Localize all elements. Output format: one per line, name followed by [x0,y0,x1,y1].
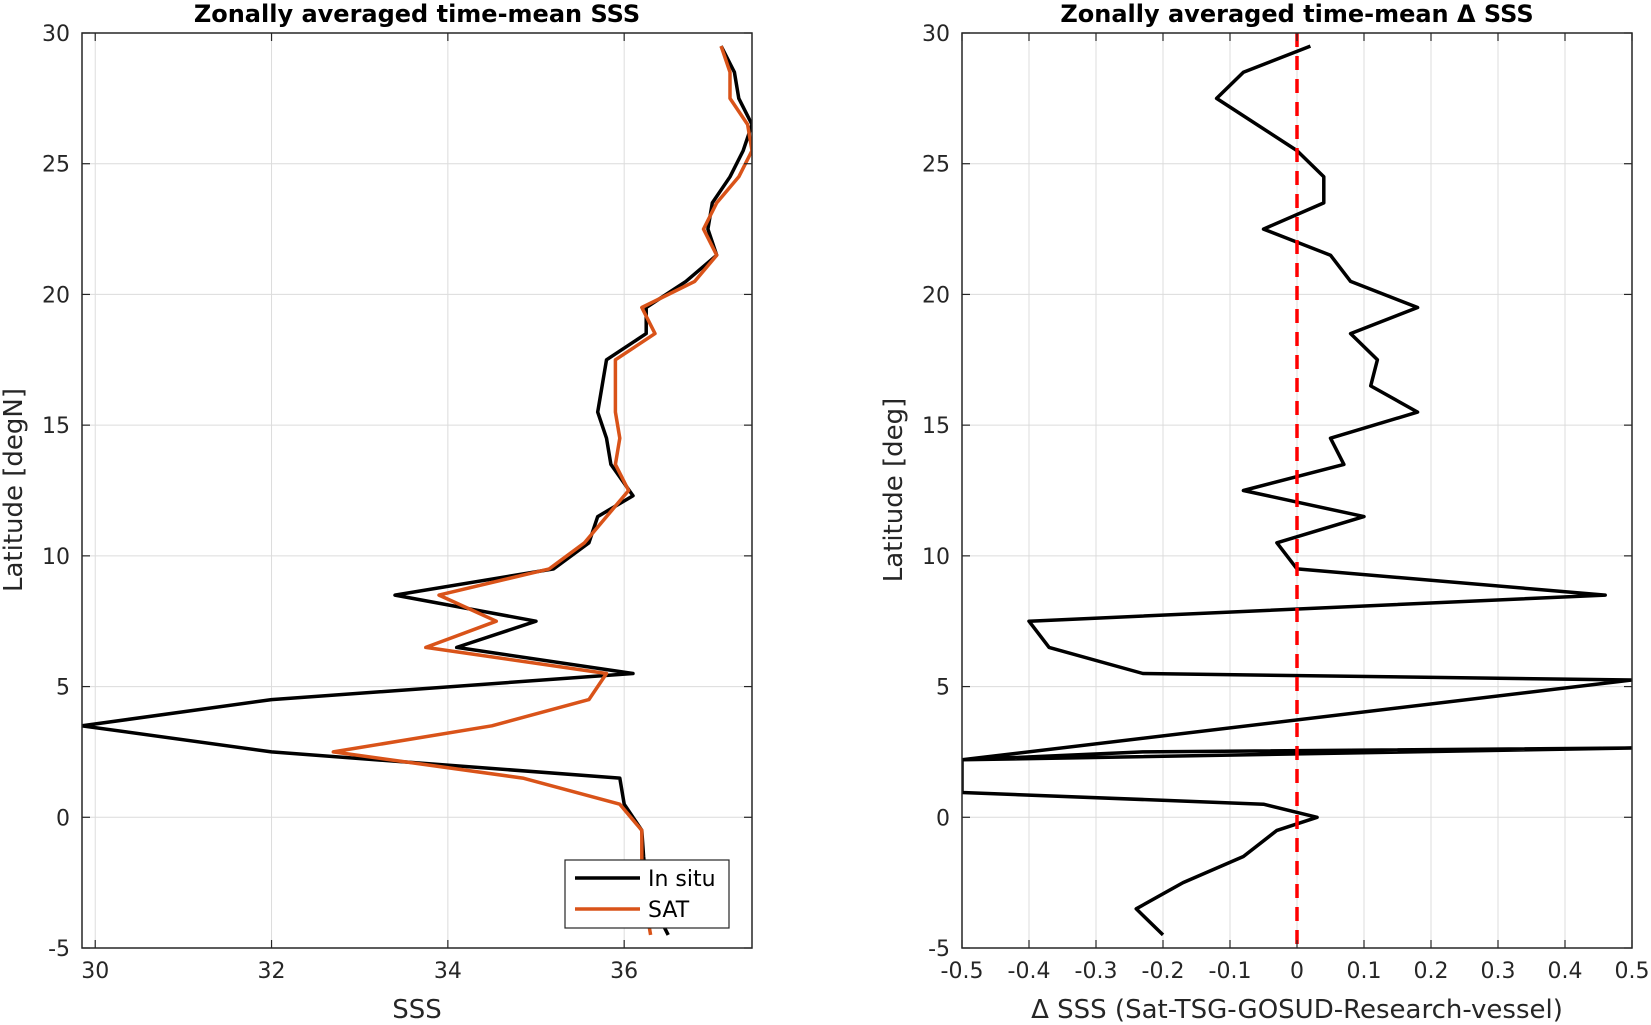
right-xtick-label: -0.4 [1008,959,1051,984]
right-ytick-label: -5 [928,937,950,962]
left-ytick-label: 5 [56,676,70,701]
panel-left: 30 32 34 36 -5 0 5 10 15 20 25 30 Zonally averaged … [0,0,753,1025]
right-ytick-label: 30 [922,22,950,47]
legend: In situ SAT [564,859,730,929]
right-xtick-label: -0.2 [1142,959,1185,984]
left-ytick-label: 20 [42,283,70,308]
left-ytick-label: 30 [42,22,70,47]
right-ytick-label: 5 [936,676,950,701]
right-xtick-label: -0.3 [1075,959,1118,984]
right-lines [962,33,1632,948]
right-title: Zonally averaged time-mean Δ SSS [1060,0,1533,28]
right-ytick-label: 15 [922,414,950,439]
legend-box [564,859,730,929]
left-lines [82,45,752,936]
left-xtick-label: 30 [81,959,109,984]
left-series-line-0 [82,45,752,936]
left-ytick-label: 25 [42,153,70,178]
right-xtick-label: 0 [1290,959,1304,984]
right-xtick-label: -0.1 [1209,959,1252,984]
left-axes-box [81,32,753,949]
left-ylabel: Latitude [degN] [0,388,29,592]
right-xtick-label: 0.1 [1347,959,1382,984]
legend-insitu-label: In situ [648,867,716,892]
right-xtick-label: 0.2 [1414,959,1449,984]
left-ytick-label: 15 [42,414,70,439]
right-xlabel: Δ SSS (Sat-TSG-GOSUD-Research-vessel) [1031,995,1563,1025]
right-ytick-label: 0 [936,806,950,831]
left-xtick-label: 32 [258,959,286,984]
right-xtick-label: 0.5 [1615,959,1650,984]
right-series-group [962,33,1632,948]
right-ytick-label: 25 [922,153,950,178]
right-ylabel: Latitude [deg] [879,398,909,583]
panel-right: -0.5 -0.4 -0.3 -0.2 -0.1 0 0.1 0.2 0.3 0.4 0.5 -5 0 5… [879,0,1650,1025]
right-xtick-label: 0.3 [1481,959,1516,984]
left-xlabel: SSS [392,995,442,1025]
legend-sat-label: SAT [648,898,690,923]
left-ytick-label: 0 [56,806,70,831]
left-plot-area [82,33,752,948]
right-xtick-label: -0.5 [941,959,984,984]
left-ytick-label: -5 [48,937,70,962]
left-xtick-label: 36 [610,959,638,984]
left-ytick-label: 10 [42,545,70,570]
left-xtick-label: 34 [434,959,462,984]
left-title: Zonally averaged time-mean SSS [194,0,640,28]
right-ytick-label: 10 [922,545,950,570]
left-series-group [82,45,752,936]
right-ytick-label: 20 [922,283,950,308]
right-series-line-0 [962,44,1632,937]
right-ticks: -0.5 -0.4 -0.3 -0.2 -0.1 0 0.1 0.2 0.3 0.4 0.5 -5 0 5… [922,22,1650,984]
right-xtick-label: 0.4 [1548,959,1583,984]
left-series-line-1 [331,45,752,936]
left-ticks: 30 32 34 36 -5 0 5 10 15 20 25 30 [42,22,752,984]
